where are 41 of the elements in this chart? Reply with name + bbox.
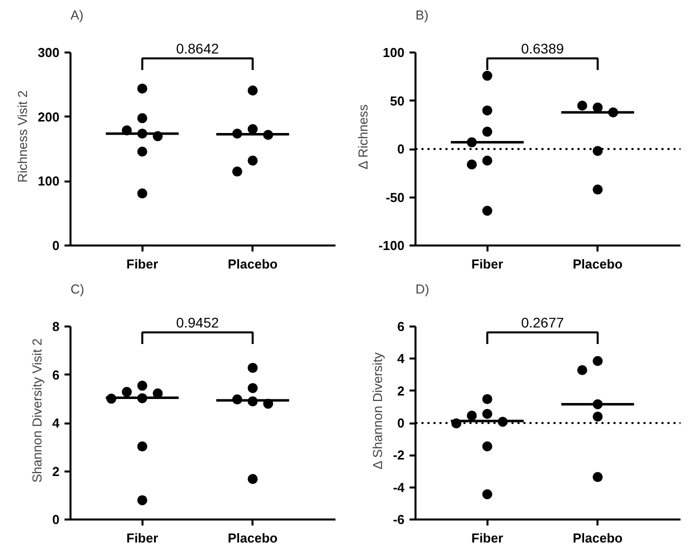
y-tick-label: 50 — [390, 93, 405, 108]
y-tick-label: -100 — [378, 238, 405, 253]
x-tick-label: Fiber — [471, 530, 504, 546]
y-axis-title: Shannon Diversity Visit 2 — [29, 338, 44, 483]
y-tick-label: 8 — [52, 319, 60, 334]
x-tick-label: Placebo — [572, 256, 623, 272]
y-tick-label: 4 — [397, 351, 406, 366]
y-axis-title: Richness Visit 2 — [14, 90, 30, 183]
y-tick-label: 300 — [38, 45, 60, 60]
x-tick-label: Fiber — [471, 256, 504, 272]
annotation: 0.2677 — [521, 314, 564, 331]
y-tick-label: 0 — [52, 512, 60, 527]
y-tick-label: 0 — [52, 238, 60, 253]
chart-title: C) — [70, 282, 84, 296]
annotation: 0.6389 — [521, 40, 564, 57]
y-tick-label: 4 — [52, 416, 60, 431]
chart-title: A) — [70, 8, 84, 22]
y-tick-label: 6 — [52, 367, 60, 382]
annotation: 0.9452 — [176, 314, 220, 331]
y-tick-label: -4 — [392, 480, 406, 495]
y-tick-label: 0 — [397, 142, 405, 157]
y-axis-title: Δ Shannon Diversity — [370, 352, 385, 470]
x-tick-label: Fiber — [126, 256, 158, 272]
x-tick-label: Fiber — [126, 530, 158, 546]
y-tick-label: 2 — [397, 383, 405, 398]
y-tick-label: 0 — [397, 416, 405, 431]
y-tick-label: 200 — [38, 109, 60, 124]
y-tick-label: 6 — [397, 319, 405, 334]
chart-title: D) — [416, 282, 430, 296]
y-axis-title: Δ Richness — [355, 104, 370, 170]
y-tick-label: 100 — [38, 174, 60, 189]
y-tick-label: -6 — [392, 512, 405, 527]
y-tick-label: 2 — [52, 464, 60, 479]
x-tick-label: Placebo — [228, 530, 278, 546]
x-tick-label: Placebo — [228, 256, 278, 272]
chart-title: B) — [416, 8, 428, 22]
x-tick-label: Placebo — [572, 530, 623, 546]
y-tick-label: -2 — [392, 448, 405, 463]
y-tick-label: -50 — [386, 190, 405, 205]
y-tick-label: 100 — [382, 45, 405, 60]
annotation: 0.8642 — [176, 40, 220, 57]
